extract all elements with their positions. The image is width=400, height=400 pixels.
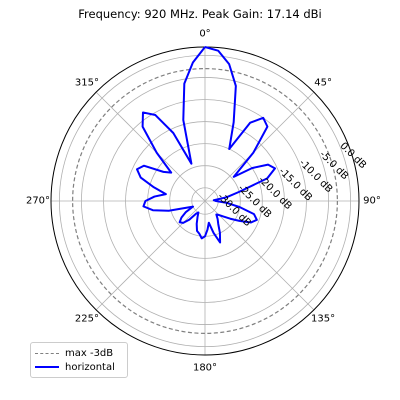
legend-label-reference: max -3dB xyxy=(65,348,113,359)
angle-tick-label-0: 0° xyxy=(199,29,210,40)
angular-gridline-5 xyxy=(96,201,205,310)
angle-tick-label-5: 225° xyxy=(75,314,99,325)
angle-tick-label-7: 315° xyxy=(75,77,99,88)
series-line-horizontal xyxy=(137,47,275,242)
angle-tick-label-1: 45° xyxy=(314,77,332,88)
legend-item-horizontal: horizontal xyxy=(35,360,115,374)
legend: max -3dB horizontal xyxy=(30,342,128,378)
angle-tick-label-3: 135° xyxy=(311,314,335,325)
legend-swatch-reference xyxy=(35,353,59,354)
legend-swatch-horizontal xyxy=(35,366,59,368)
legend-item-reference: max -3dB xyxy=(35,346,113,360)
angle-tick-label-6: 270° xyxy=(26,196,50,207)
angle-tick-label-2: 90° xyxy=(363,196,381,207)
legend-label-horizontal: horizontal xyxy=(65,362,115,373)
series-layer xyxy=(137,47,275,242)
angle-tick-label-4: 180° xyxy=(193,363,217,374)
angular-gridline-3 xyxy=(205,201,314,310)
grid-layer xyxy=(51,47,359,355)
